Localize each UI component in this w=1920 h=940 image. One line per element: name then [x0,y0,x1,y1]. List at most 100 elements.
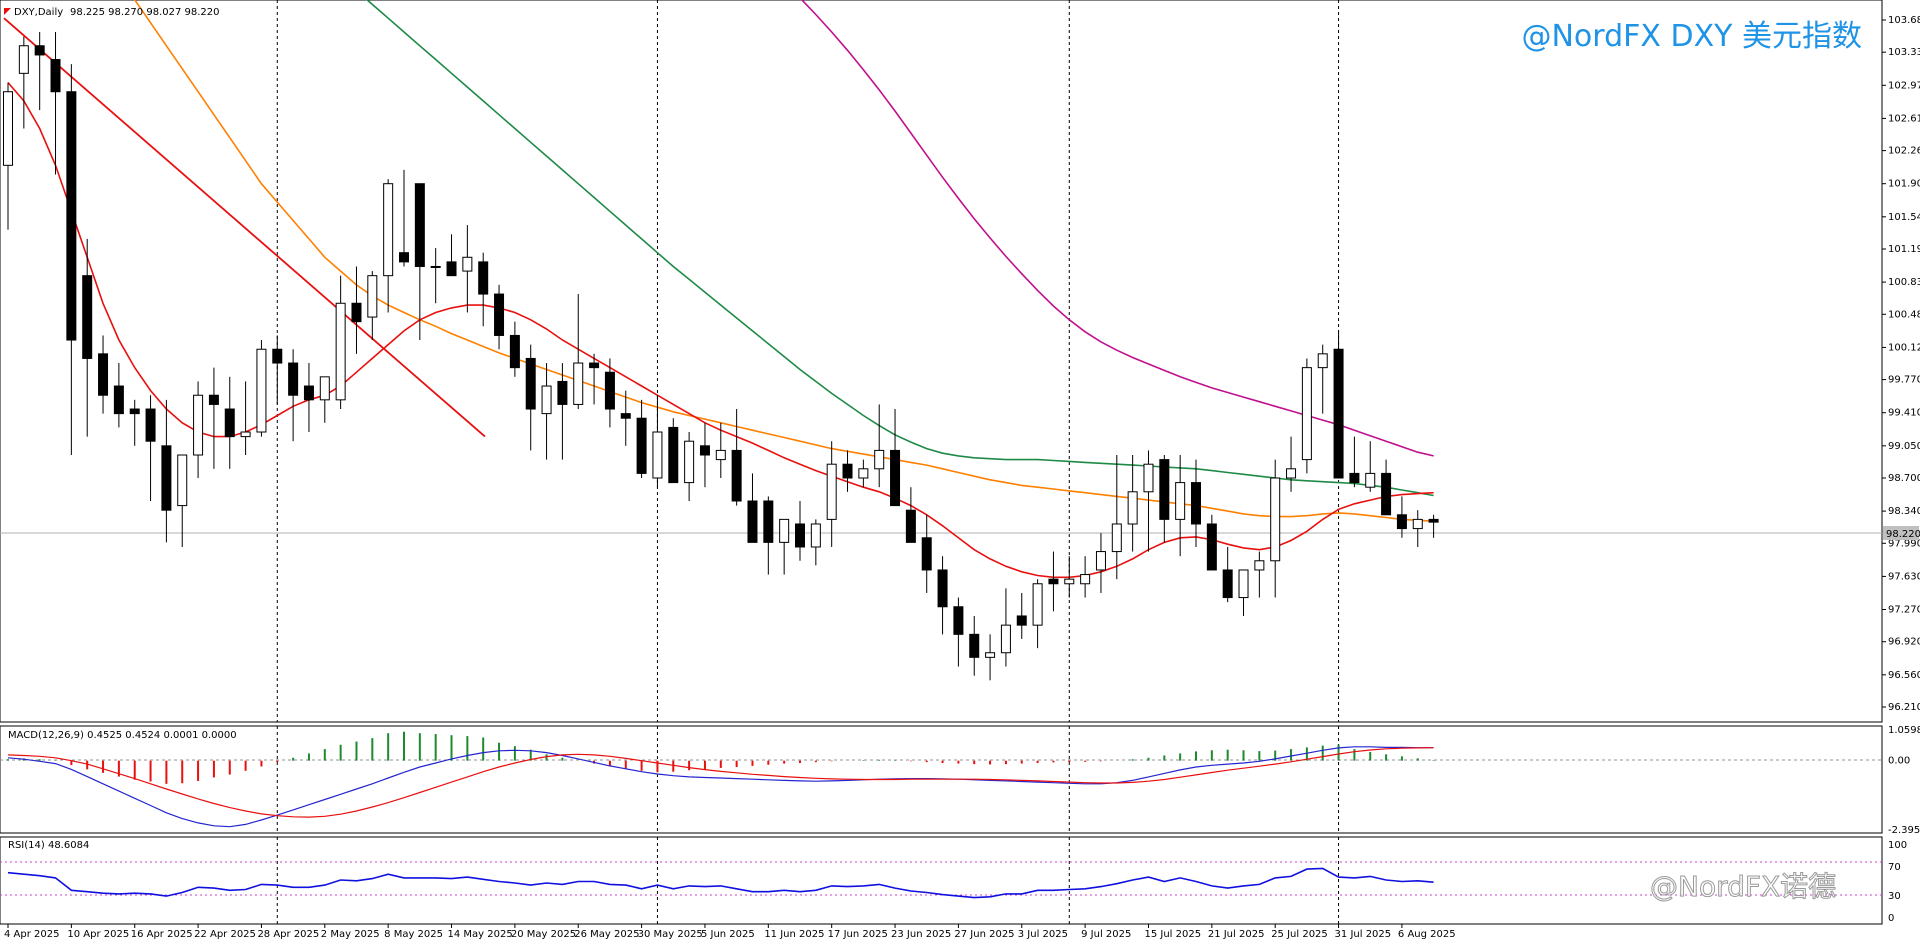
current-price-marker: 98.220 [1883,526,1920,540]
candle [589,353,600,405]
candle [1095,533,1106,593]
date-tick-label: 23 Jun 2025 [891,929,951,940]
candle [319,376,330,423]
price-tick-label: 100.120 [1888,342,1920,353]
price-tick-label: 99.410 [1888,408,1920,419]
candle [858,459,869,488]
current-price-label: 98.220 [1886,529,1920,540]
price-tick-label: 102.610 [1888,113,1920,124]
symbol-label: DXY,Daily [14,7,63,18]
macd-axis-label: -2.395 [1888,825,1920,836]
candle [177,454,188,547]
rsi-series-line [7,867,1434,899]
candle [1428,514,1439,538]
price-tick-label: 96.560 [1888,670,1920,681]
candle [478,252,489,327]
candle [1270,459,1281,598]
candle [1317,344,1328,414]
candle [1349,436,1360,488]
rsi-line [7,867,1434,899]
candle [256,340,267,437]
candle [921,514,932,593]
date-tick-label: 8 May 2025 [384,929,443,940]
candle [1254,551,1265,598]
candle [288,349,299,442]
price-pane-frame [0,0,1883,723]
candle [383,179,394,313]
footer-watermark: @NordFX诺德 [1650,870,1836,903]
candle [1064,556,1075,598]
candle [1222,546,1233,603]
date-tick-label: 10 Apr 2025 [67,929,129,940]
candle [98,335,109,414]
price-tick-label: 100.830 [1888,277,1920,288]
candle [810,519,821,566]
price-tick-label: 98.340 [1888,506,1920,517]
price-tick-label: 103.680 [1888,15,1920,26]
price-tick-label: 99.050 [1888,441,1920,452]
rsi-axis-label: 70 [1888,862,1901,873]
candle [1175,455,1186,557]
candle [874,404,885,488]
candle [1333,330,1344,479]
candle [985,634,996,681]
candle [1238,569,1249,616]
candle [82,238,93,437]
candle [1159,455,1170,543]
candlesticks [3,31,1439,681]
candle [747,473,758,543]
date-tick-label: 25 Jul 2025 [1271,929,1328,940]
date-tick-label: 4 Apr 2025 [4,929,59,940]
candle [208,367,219,469]
candle [462,225,473,313]
candle [113,363,124,428]
candle [414,183,425,341]
candle [1286,436,1297,492]
date-tick-label: 21 Jul 2025 [1208,929,1265,940]
candle [779,518,790,575]
candle [18,36,29,129]
candle [826,441,837,547]
candle [1111,455,1122,580]
candle [541,363,552,460]
macd-axis: 1.0598 0.00 -2.395 [1888,725,1920,836]
rsi-pane[interactable]: RSI(14) 48.6084 @NordFX诺德 [0,836,1883,925]
candle [34,31,45,111]
candle [1016,592,1027,639]
candle [604,358,615,428]
candle [367,271,378,341]
date-tick-label: 30 May 2025 [638,929,703,940]
date-tick-label: 31 Jul 2025 [1335,929,1392,940]
price-tick-label: 97.990 [1888,538,1920,549]
candle [351,266,362,354]
candle [1412,510,1423,547]
candle [193,381,204,478]
candle [1301,358,1312,474]
price-tick-label: 101.900 [1888,179,1920,190]
candle [890,409,901,507]
candle [684,432,695,501]
candle [731,409,742,506]
price-tick-label: 101.190 [1888,244,1920,255]
candle [620,390,631,446]
price-tick-label: 97.630 [1888,571,1920,582]
ohlc-readout: 98.225 98.270 98.027 98.220 [70,7,220,18]
date-tick-label: 22 Apr 2025 [194,929,256,940]
candle [652,395,663,488]
macd-main-line [7,746,1434,828]
rsi-axis-label: 30 [1888,891,1901,902]
macd-histogram [7,731,1435,784]
candle [129,399,140,446]
date-tick-label: 20 May 2025 [511,929,576,940]
date-tick-label: 6 Aug 2025 [1398,929,1456,940]
price-pane[interactable]: DXY,Daily 98.225 98.270 98.027 98.220 @N… [0,0,1883,723]
candle [3,82,13,230]
macd-pane[interactable]: MACD(12,26,9) 0.4525 0.4524 0.0001 0.000… [0,725,1883,834]
macd-label: MACD(12,26,9) 0.4525 0.4524 0.0001 0.000… [8,730,237,741]
price-tick-label: 103.330 [1888,47,1920,58]
candle [1127,455,1138,552]
candle [50,31,61,175]
price-tick-label: 102.260 [1888,146,1920,157]
macd-signal-line [7,747,1434,818]
